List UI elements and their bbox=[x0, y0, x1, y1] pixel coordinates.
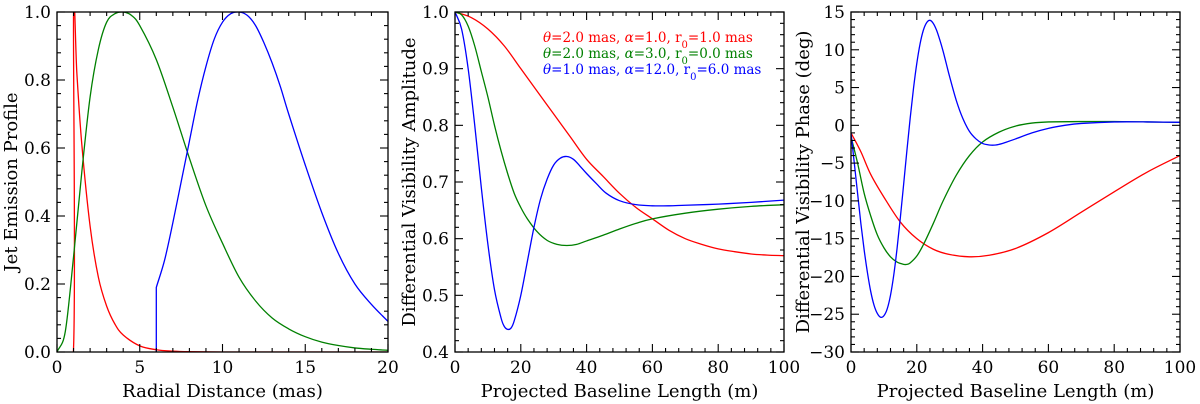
series-line-2 bbox=[455, 12, 784, 247]
y-tick-label: 0.4 bbox=[422, 343, 449, 363]
y-tick-label: 1.0 bbox=[24, 3, 51, 23]
x-tick-label: 0 bbox=[450, 358, 461, 378]
series-line-2 bbox=[851, 120, 1180, 266]
x-tick-label: 5 bbox=[134, 358, 145, 378]
y-tick-label: 1.0 bbox=[422, 3, 449, 23]
plot-frame bbox=[850, 11, 1181, 353]
y-axis-label: Jet Emission Profile bbox=[1, 92, 22, 273]
x-tick-label: 20 bbox=[377, 358, 399, 378]
x-tick-label: 80 bbox=[707, 358, 729, 378]
series-line-2 bbox=[57, 12, 388, 352]
x-tick-label: 20 bbox=[906, 358, 928, 378]
legend-entry-2: θ=2.0 mas, α=3.0, r0=0.0 mas bbox=[543, 46, 753, 67]
y-tick-label: 0.5 bbox=[422, 286, 449, 306]
y-tick-label: 0.0 bbox=[24, 343, 51, 363]
y-tick-label: 0.4 bbox=[24, 207, 51, 227]
y-tick-label: −10 bbox=[809, 192, 845, 212]
series-line-3 bbox=[851, 19, 1180, 319]
y-tick-label: −5 bbox=[820, 154, 845, 174]
x-tick-label: 100 bbox=[768, 358, 800, 378]
y-tick-label: 0.7 bbox=[422, 173, 449, 193]
x-tick-label: 15 bbox=[294, 358, 316, 378]
x-tick-label: 40 bbox=[972, 358, 994, 378]
x-tick-label: 0 bbox=[846, 358, 857, 378]
y-tick-label: 0.8 bbox=[24, 71, 51, 91]
x-tick-label: 60 bbox=[1038, 358, 1060, 378]
series-line-3 bbox=[455, 12, 784, 331]
series-line-1 bbox=[851, 132, 1180, 258]
y-tick-label: 5 bbox=[834, 79, 845, 99]
y-tick-label: 0.9 bbox=[422, 60, 449, 80]
y-tick-label: −15 bbox=[809, 230, 845, 250]
y-tick-label: −20 bbox=[809, 267, 845, 287]
x-tick-label: 80 bbox=[1103, 358, 1125, 378]
x-axis-label: Radial Distance (mas) bbox=[122, 381, 323, 402]
series-line-1 bbox=[455, 12, 784, 257]
x-tick-label: 100 bbox=[1164, 358, 1196, 378]
y-tick-label: 0.2 bbox=[24, 275, 51, 295]
y-axis-label: Differential Visibility Phase (deg) bbox=[793, 31, 814, 334]
series-line-3 bbox=[155, 12, 388, 352]
series-line-1 bbox=[57, 12, 388, 352]
y-axis-label: Differential Visibility Amplitude bbox=[399, 37, 420, 326]
y-tick-label: 10 bbox=[823, 41, 845, 61]
x-tick-label: 40 bbox=[576, 358, 598, 378]
legend-entry-3: θ=1.0 mas, α=12.0, r0=6.0 mas bbox=[543, 62, 761, 83]
x-tick-label: 20 bbox=[510, 358, 532, 378]
x-tick-label: 10 bbox=[212, 358, 234, 378]
plot-frame bbox=[56, 11, 389, 353]
y-tick-label: 15 bbox=[823, 3, 845, 23]
y-tick-label: 0.8 bbox=[422, 116, 449, 136]
legend-entry-1: θ=2.0 mas, α=1.0, r0=1.0 mas bbox=[543, 30, 753, 51]
y-tick-label: −25 bbox=[809, 305, 845, 325]
subplot-2: 0 20 40 60 80 100 0.4 0.5 0.6 0.7 0.8 0.9 1.0 Project… bbox=[399, 3, 800, 402]
subplot-1: 0 5 10 15 20 0.0 0.2 0.4 0.6 0.8 1.0 Radial Distanc… bbox=[1, 3, 399, 402]
subplot-3: 0 20 40 60 80 100 −30 −25 −20 −15 −10 −5 0 5 10 15 Proje… bbox=[793, 3, 1196, 402]
y-tick-label: −30 bbox=[809, 343, 845, 363]
y-tick-label: 0.6 bbox=[24, 139, 51, 159]
x-tick-label: 60 bbox=[642, 358, 664, 378]
x-axis-label: Projected Baseline Length (m) bbox=[877, 381, 1155, 402]
x-tick-label: 0 bbox=[52, 358, 63, 378]
y-tick-label: 0.6 bbox=[422, 230, 449, 250]
y-tick-label: 0 bbox=[834, 116, 845, 136]
x-axis-label: Projected Baseline Length (m) bbox=[481, 381, 759, 402]
